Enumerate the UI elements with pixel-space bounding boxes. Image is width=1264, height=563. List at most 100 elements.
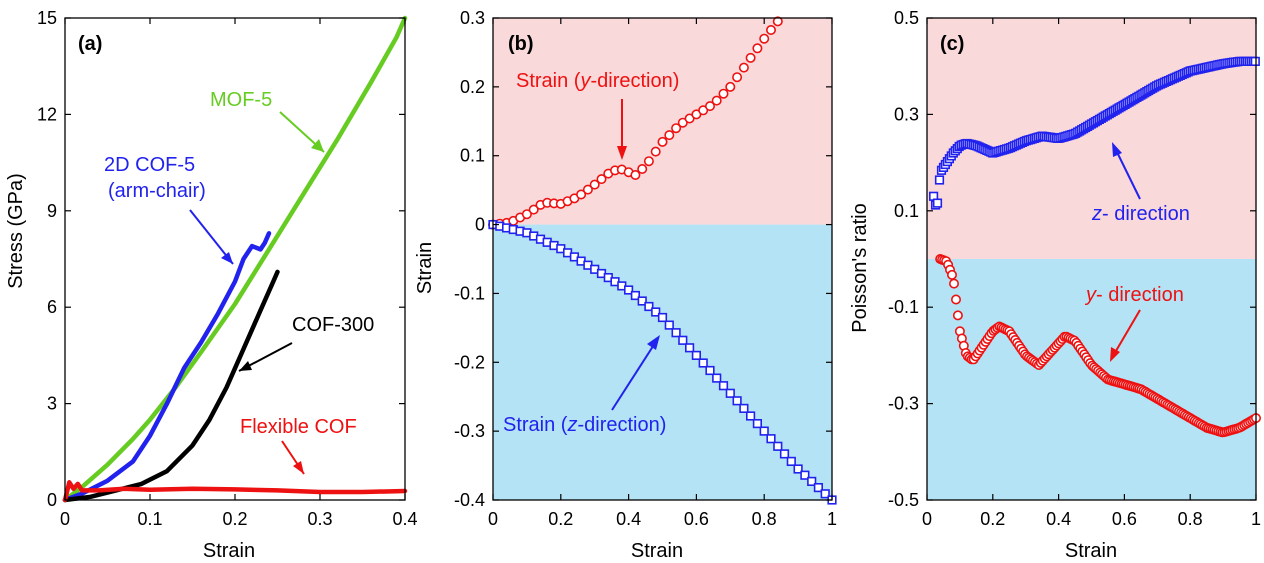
panel-b-marks: [487, 16, 837, 505]
panel-b-series-1-point: [745, 411, 756, 421]
panel-b-axes-frame: [492, 17, 833, 501]
y-tick-label: -0.5: [888, 490, 919, 510]
panel-b-series-1-point: [671, 328, 681, 338]
panel-b-series-0-point: [704, 101, 715, 112]
x-tick-label: 0.4: [616, 509, 641, 529]
panel-a-series-0-line: [62, 15, 408, 503]
annotation-z-direction-suffix: - direction: [1102, 203, 1190, 225]
y-tick-label: -0.2: [454, 352, 485, 372]
x-tick-label: 0.8: [752, 509, 777, 529]
panel-b-series-0-point: [759, 33, 770, 44]
panel-c-axes-frame: [926, 17, 1257, 501]
panel-b-label: (b): [508, 33, 534, 55]
annotation-strain-y-italic: y: [578, 70, 591, 92]
panel-a-xlabel: Strain: [203, 540, 255, 562]
y-tick-label: -0.3: [454, 421, 485, 441]
panel-a-label: (a): [78, 33, 102, 55]
panel-c-series-1-point: [948, 278, 959, 289]
panel-b-series-0-point: [596, 174, 607, 185]
panel-b-series-0-point: [671, 123, 682, 134]
y-tick-label: -0.1: [888, 297, 919, 317]
annotation-strain-z-prefix: Strain (: [503, 414, 568, 436]
panel-c-series-1-point: [946, 269, 957, 280]
panel-b-series-1-point: [773, 441, 783, 451]
annotation-cof300: COF-300: [292, 314, 374, 336]
y-tick-label: 0: [47, 490, 57, 510]
panel-b-series-0-point: [657, 136, 668, 147]
panel-b-series-1-point: [691, 350, 701, 361]
annotation-z-direction-arrow: [1114, 147, 1141, 200]
panel-b-series-1-point: [630, 290, 640, 301]
panel-c-series-1-point: [952, 310, 963, 321]
panel-c-background: [927, 18, 1256, 500]
panel-b-series-1-point: [725, 388, 735, 398]
panel-c-series-1-point: [950, 294, 961, 305]
y-tick-label: 15: [37, 8, 57, 28]
panel-b-series-1-point: [813, 482, 823, 493]
x-tick-label: 0: [60, 509, 70, 529]
annotation-strain-y-suffix: -direction): [590, 70, 679, 92]
panel-b-strain-strain: 0 0.2 0.4 0.6 0.8 1 -0.4 -0.3 -0.2 -0.1 0 0.1 0.2 0.3…: [414, 8, 837, 562]
annotation-strain-y: Strain (y-direction): [516, 70, 679, 92]
y-tick-label: 9: [47, 201, 57, 221]
panel-b-series-0-point: [738, 62, 749, 73]
panel-a-ticks: 0 0.1 0.2 0.3 0.4 0 3 6 9 12 15: [37, 8, 418, 529]
panel-b-series-1-point: [718, 381, 729, 391]
panel-c-series-0-point: [934, 175, 945, 185]
panel-b-band-0: [493, 18, 832, 225]
annotation-y-direction-suffix: - direction: [1096, 284, 1184, 306]
panel-b-series-0-point: [765, 24, 776, 35]
panel-b-series-1-point: [623, 285, 634, 295]
y-tick-label: 0.3: [460, 8, 485, 28]
panel-b-series-0-point: [650, 146, 661, 157]
panel-b-series-0-point: [637, 164, 648, 175]
panel-c-ylabel: Poisson's ratio: [849, 203, 871, 332]
annotation-z-direction: z- direction: [1091, 203, 1190, 225]
panel-c-series-0-point: [1250, 56, 1260, 66]
y-tick-label: 0.5: [894, 8, 919, 28]
panel-b-series-0-point: [745, 52, 756, 63]
panel-a-series-1-line: [62, 231, 272, 503]
annotation-y-direction-italic: y: [1084, 284, 1097, 306]
panel-b-series-1-point: [705, 365, 715, 376]
panel-b-series-1-point: [637, 296, 647, 306]
x-tick-label: 0.2: [980, 509, 1005, 529]
panel-b-series-0-point: [772, 16, 783, 27]
panel-c-poisson-ratio: 0 0.2 0.4 0.6 0.8 1-0.5-0.3-0.10.10.30.5 (c) …: [849, 8, 1261, 562]
panel-b-series-1-point: [712, 373, 722, 383]
panel-b-series-1-point: [800, 470, 810, 480]
panel-b-series-1-point: [759, 426, 769, 436]
y-tick-label: 6: [47, 297, 57, 317]
x-tick-label: 0.2: [222, 509, 247, 529]
panel-a-ylabel: Stress (GPa): [5, 173, 27, 289]
y-tick-label: 0.2: [460, 77, 485, 97]
panel-b-series-0-point: [630, 170, 641, 181]
panel-b-series-1-point: [664, 320, 674, 330]
x-tick-label: 0.4: [392, 509, 417, 529]
panel-b-series-0-point: [528, 204, 539, 215]
annotation-z-direction-arrowhead: [1112, 142, 1122, 157]
panel-b-series-1-point: [657, 312, 668, 323]
annotation-y-direction: y- direction: [1084, 284, 1184, 306]
panel-b-series-0-point: [664, 130, 675, 141]
panel-c-marks: [928, 56, 1262, 438]
annotation-y-direction-arrowhead: [1110, 347, 1120, 362]
y-tick-label: 0.1: [894, 201, 919, 221]
panel-b-series-1-point: [766, 434, 776, 444]
panel-b-series-0-point: [711, 95, 722, 106]
x-tick-label: 0.1: [137, 509, 162, 529]
annotation-cof5-arrowhead: [221, 252, 233, 264]
panel-b-series-1-point: [678, 335, 688, 345]
x-tick-label: 0.3: [307, 509, 332, 529]
y-tick-label: 3: [47, 394, 57, 414]
y-tick-label: 0.3: [894, 104, 919, 124]
panel-b-series-1-point: [651, 307, 661, 317]
panel-a-marks: [62, 15, 408, 503]
panel-b-xlabel: Strain: [631, 540, 683, 562]
annotation-strain-z-suffix: -direction): [577, 414, 666, 436]
y-tick-label: -0.3: [888, 394, 919, 414]
panel-b-series-1-point: [739, 403, 749, 414]
annotation-strain-z-arrow: [611, 339, 658, 411]
panel-c-band-0: [927, 18, 1256, 259]
